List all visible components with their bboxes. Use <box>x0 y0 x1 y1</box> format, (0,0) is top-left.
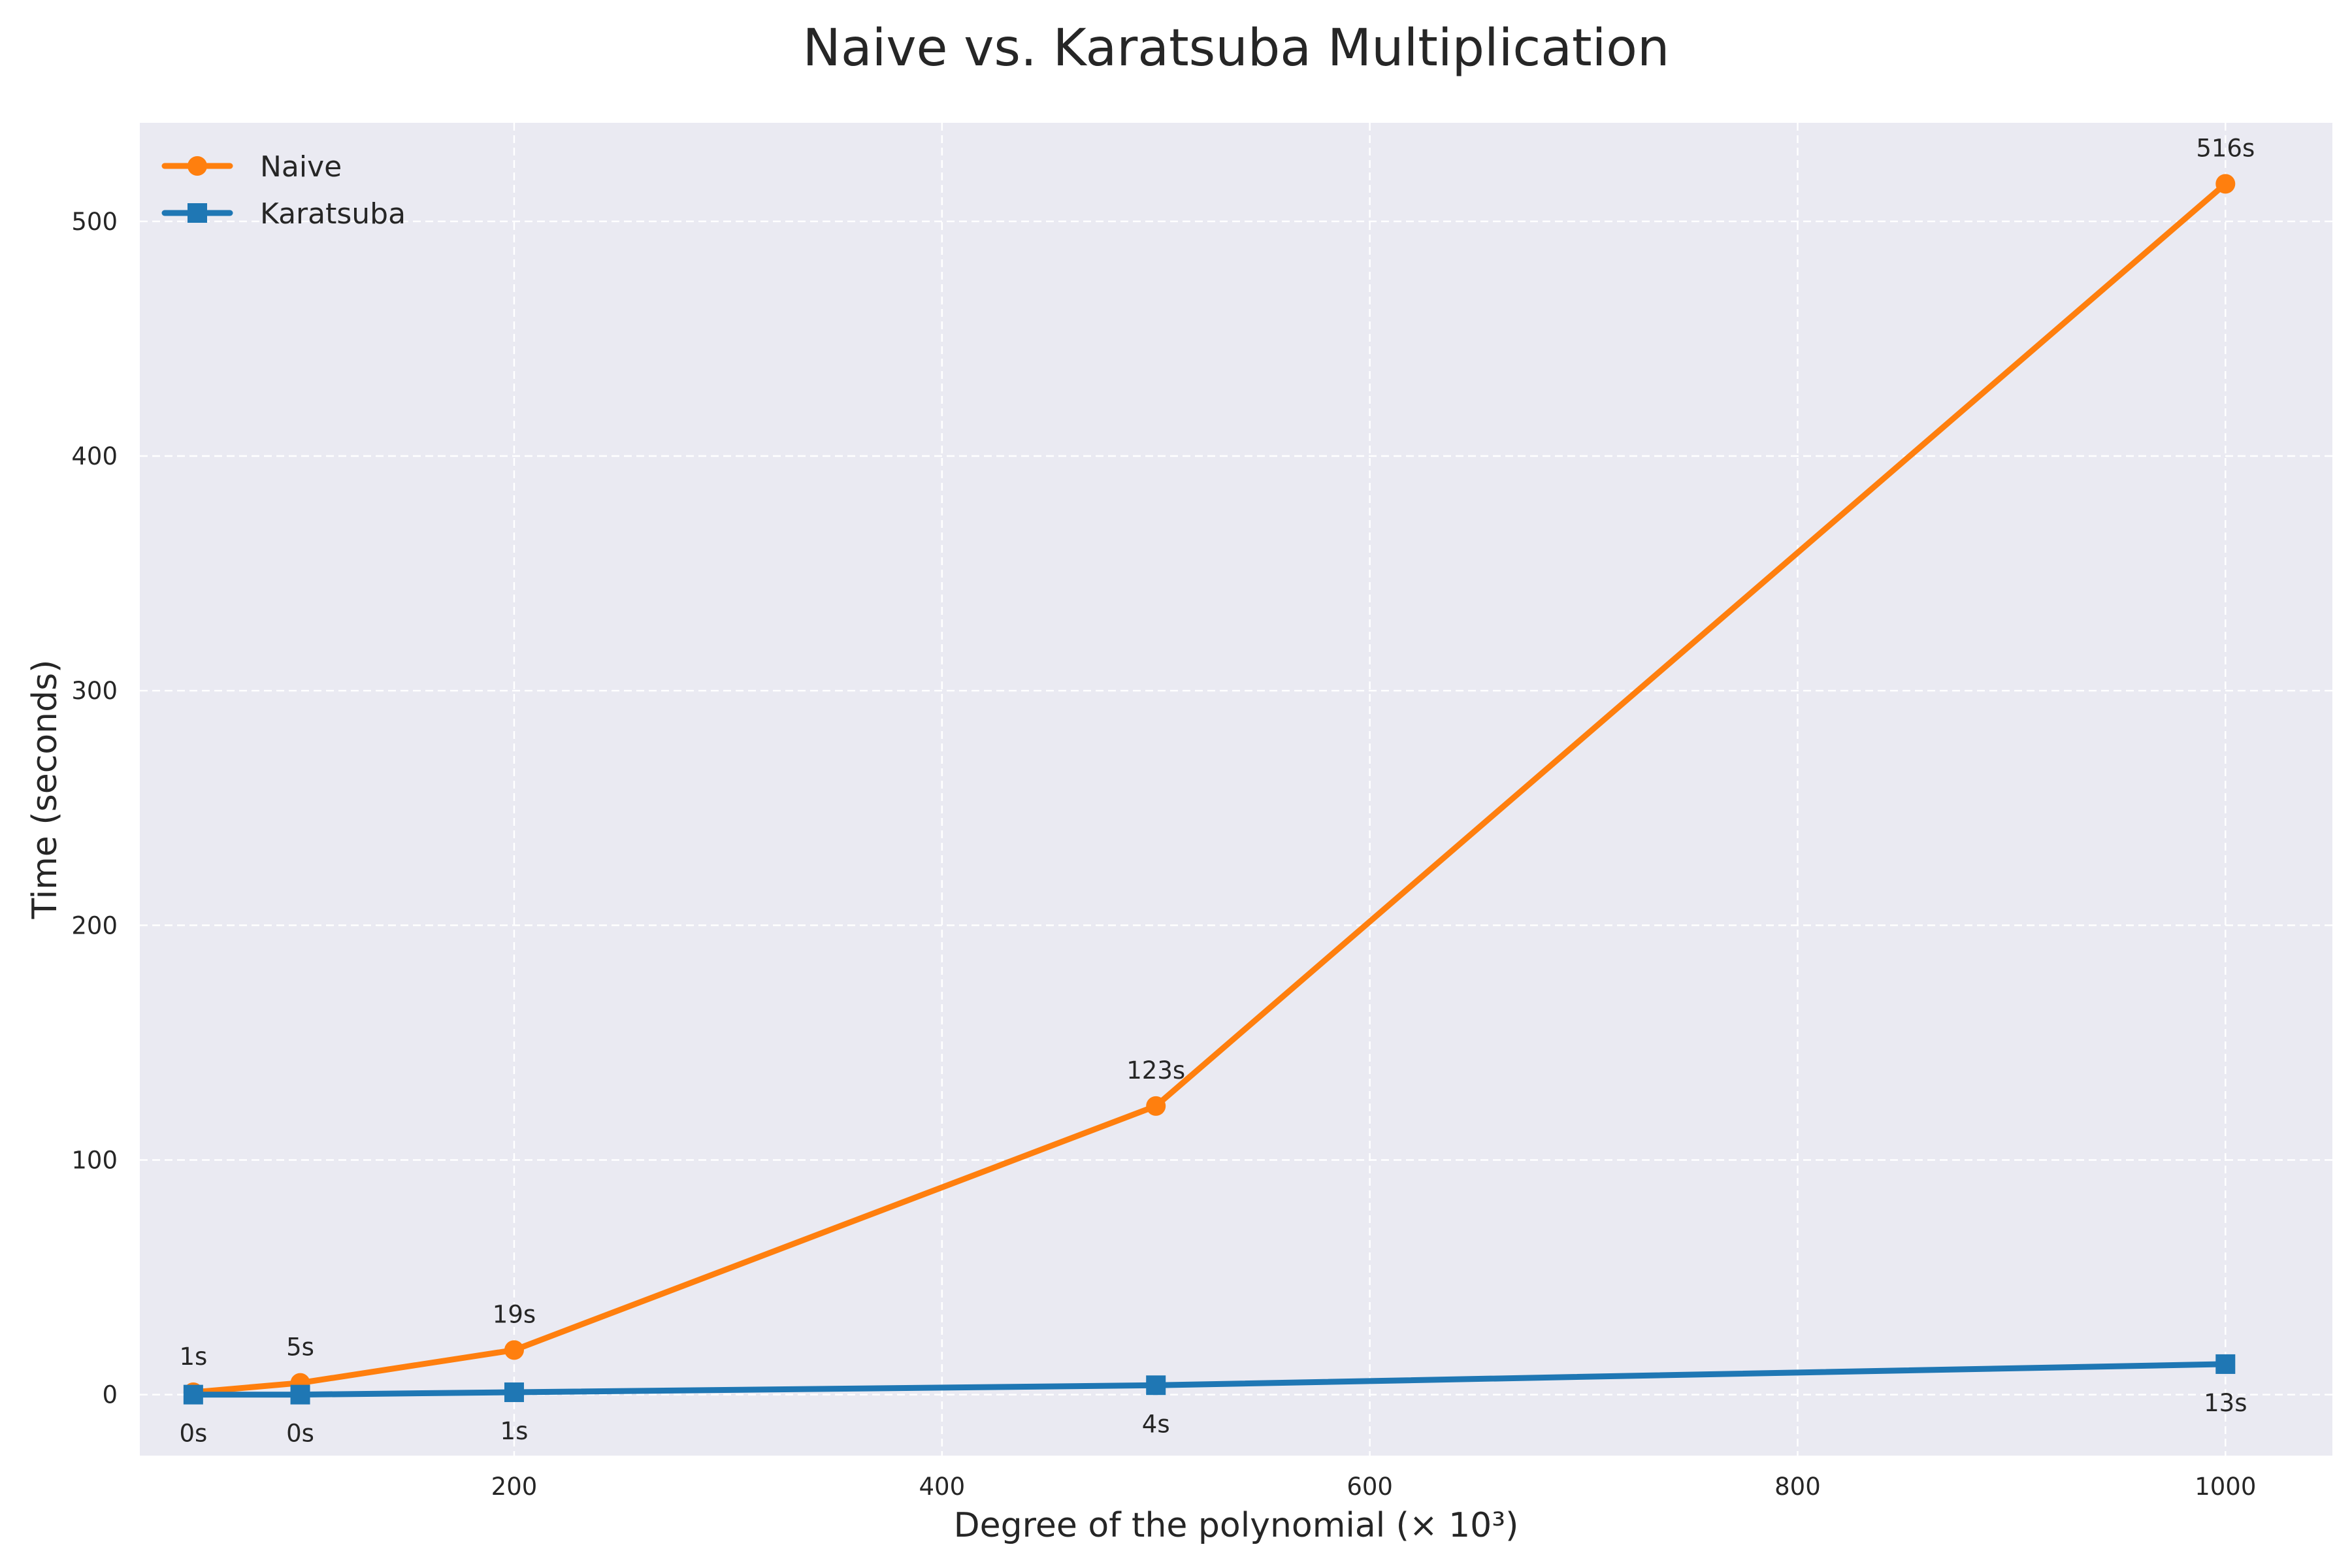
data-label-karatsuba: 13s <box>2204 1389 2247 1417</box>
y-tick-label: 400 <box>71 442 118 470</box>
data-label-naive: 123s <box>1126 1056 1185 1085</box>
legend-label-naive: Naive <box>260 150 342 184</box>
data-point-karatsuba <box>504 1382 524 1403</box>
series-karatsuba <box>183 1354 2236 1405</box>
series-layer <box>183 174 2236 1405</box>
x-tick-label: 600 <box>1347 1473 1393 1501</box>
y-tick-label: 0 <box>102 1381 118 1409</box>
data-label-naive: 516s <box>2196 134 2255 162</box>
x-tick-label: 200 <box>491 1473 538 1501</box>
data-label-naive: 19s <box>493 1300 536 1328</box>
data-point-karatsuba <box>2215 1354 2236 1374</box>
x-tick-label: 1000 <box>2195 1473 2256 1501</box>
y-axis-ticks: 0 100 200 300 400 500 <box>71 208 118 1409</box>
legend-marker-karatsuba <box>188 203 207 223</box>
legend-label-karatsuba: Karatsuba <box>260 197 406 231</box>
data-label-naive: 5s <box>286 1333 314 1362</box>
y-tick-label: 300 <box>71 677 118 705</box>
x-tick-label: 400 <box>919 1473 965 1501</box>
data-label-karatsuba: 0s <box>179 1420 207 1448</box>
x-axis-ticks: 200 400 600 800 1000 <box>491 1473 2257 1501</box>
legend-marker-naive <box>188 156 207 176</box>
data-labels: 1s 5s 19s 123s 516s 0s 0s 1s 4s 13s <box>179 134 2255 1447</box>
data-point-naive <box>1146 1096 1166 1116</box>
data-point-naive <box>2215 174 2236 194</box>
data-label-karatsuba: 1s <box>500 1417 529 1445</box>
data-point-karatsuba <box>183 1384 203 1405</box>
data-point-karatsuba <box>290 1384 310 1405</box>
chart-title: Naive vs. Karatsuba Multiplication <box>803 19 1670 78</box>
data-label-karatsuba: 4s <box>1142 1410 1170 1438</box>
data-point-naive <box>504 1340 524 1360</box>
data-label-karatsuba: 0s <box>286 1420 314 1448</box>
legend: Naive Karatsuba <box>161 150 406 231</box>
y-tick-label: 500 <box>71 208 118 236</box>
grid <box>140 123 2332 1456</box>
x-tick-label: 800 <box>1774 1473 1821 1501</box>
legend-item-karatsuba: Karatsuba <box>161 197 406 231</box>
plot-area <box>140 123 2332 1456</box>
data-point-karatsuba <box>1146 1375 1166 1396</box>
legend-item-naive: Naive <box>161 150 342 184</box>
data-label-naive: 1s <box>179 1343 207 1371</box>
x-axis-label: Degree of the polynomial (× 10³) <box>954 1506 1519 1545</box>
y-tick-label: 100 <box>71 1146 118 1174</box>
y-tick-label: 200 <box>71 911 118 939</box>
y-axis-label: Time (seconds) <box>25 660 65 920</box>
